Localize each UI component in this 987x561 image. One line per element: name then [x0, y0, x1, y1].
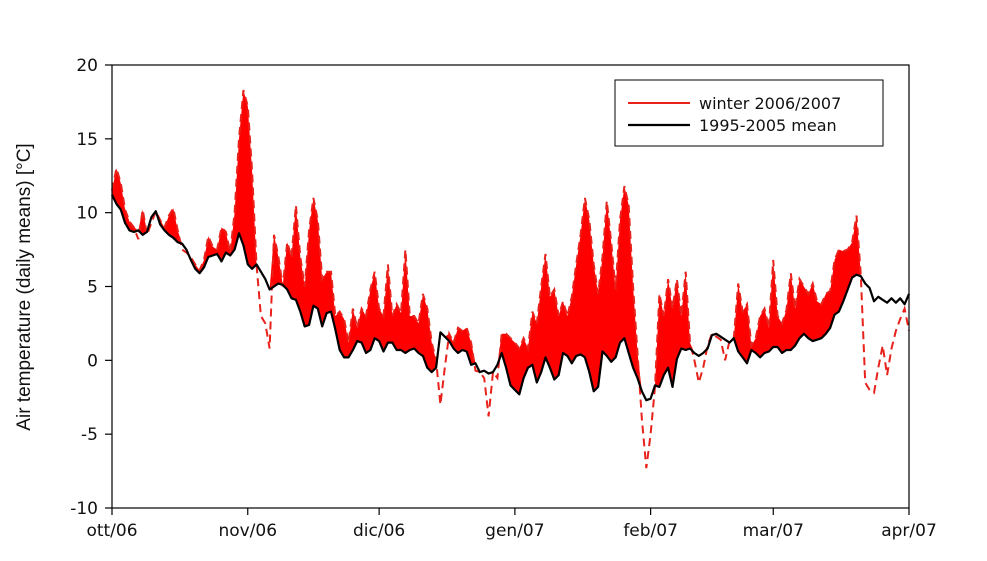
y-tick-label: 15	[76, 130, 98, 150]
series-line-winter-2006-2007	[111, 89, 910, 469]
y-tick-label: 10	[76, 204, 98, 224]
x-tick-label: nov/06	[218, 521, 277, 541]
x-tick-label: ott/06	[86, 521, 137, 541]
y-tick-label: -10	[70, 499, 98, 519]
y-tick-label: 20	[76, 56, 98, 76]
legend-box	[614, 79, 884, 147]
x-tick-label: feb/07	[623, 521, 678, 541]
x-tick-label: gen/07	[485, 521, 544, 541]
y-tick-label: 0	[87, 351, 98, 371]
x-tick-label: mar/07	[743, 521, 804, 541]
x-tick-label: dic/06	[353, 521, 405, 541]
legend: winter 2006/2007 1995-2005 mean	[614, 79, 884, 147]
legend-label-mean: 1995-2005 mean	[699, 116, 837, 135]
y-tick-label: 5	[87, 278, 98, 298]
y-tick-label: -5	[81, 425, 98, 445]
series-line-1995-2005-mean	[111, 194, 911, 402]
legend-label-winter: winter 2006/2007	[699, 94, 841, 113]
x-tick-label: apr/07	[881, 521, 937, 541]
y-axis-title: Air temperature (daily means) [°C]	[14, 143, 35, 430]
